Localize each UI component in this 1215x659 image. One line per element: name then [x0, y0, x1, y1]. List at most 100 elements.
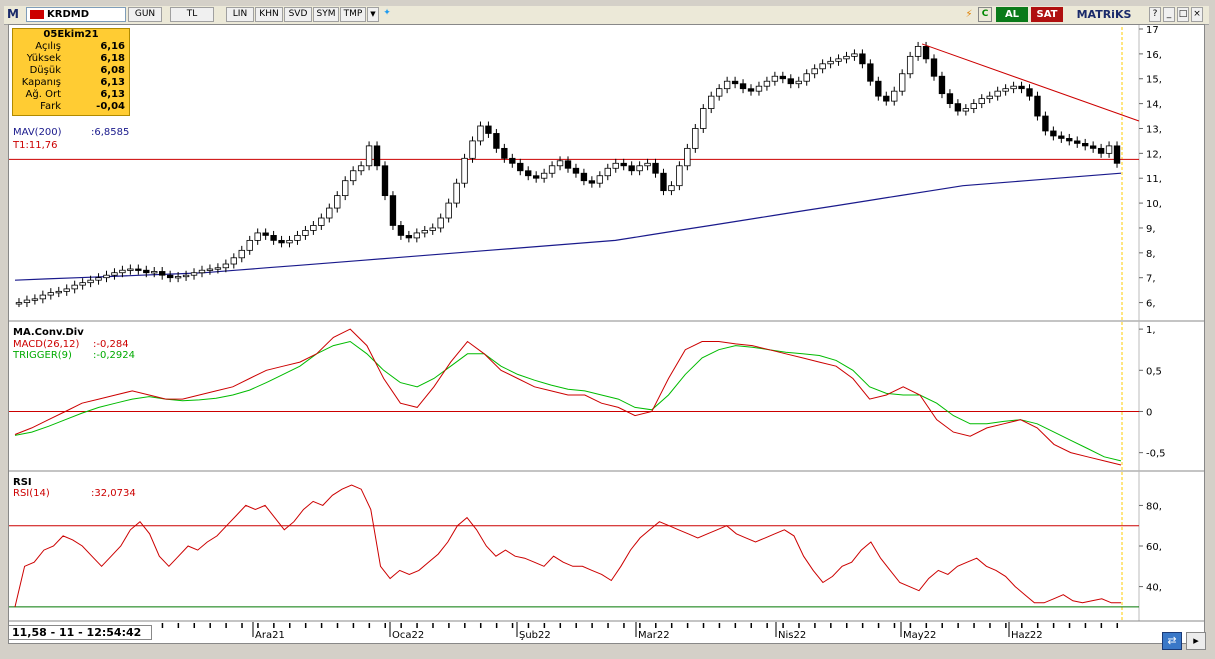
candle-body [684, 147, 691, 167]
minimize-button[interactable]: _ [1163, 7, 1175, 22]
x-tick-mark [909, 623, 912, 628]
candle-body [954, 103, 962, 112]
candle-body [883, 95, 890, 102]
candle-body [596, 175, 604, 184]
x-axis-label: Haz22 [1011, 630, 1043, 641]
x-tick-mark [225, 623, 227, 628]
x-tick-mark [686, 623, 689, 628]
candle-body [1113, 145, 1121, 164]
tmp-button[interactable]: TMP [340, 7, 366, 22]
candle-body [1066, 138, 1073, 142]
candle-body [962, 108, 970, 112]
rsi-tick-label: 80, [1146, 501, 1162, 512]
x-axis-label: May22 [903, 630, 936, 641]
candle-body [437, 217, 444, 229]
x-tick-mark [925, 623, 928, 628]
x-tick-mark [718, 623, 721, 628]
x-tick-mark [798, 623, 800, 628]
candle-body [572, 167, 580, 174]
ohlc-info-box: 05Ekim21 Açılış 6,16 Yüksek 6,18 Düşük 6,08… [12, 28, 130, 116]
candle-body [851, 53, 858, 57]
rsi-tick-label: 60, [1146, 542, 1162, 553]
candle-body [906, 55, 914, 75]
candle-body [1097, 147, 1105, 154]
x-tick-mark [989, 623, 991, 628]
candle-body [755, 85, 763, 92]
candle-body [771, 75, 779, 82]
candle-body [532, 175, 540, 179]
close-button[interactable]: × [1191, 7, 1203, 22]
x-tick-mark [241, 623, 243, 628]
candle-body [119, 269, 126, 274]
chart-svg[interactable]: 17 16, 15, 14, 13, 12, 11, 10, 9, 8, 7, 6, 1, 0,5 0 -0… [9, 25, 1204, 643]
x-tick-mark [257, 623, 259, 628]
x-tick-mark [209, 623, 211, 628]
info-row: Düşük 6,08 [13, 65, 129, 77]
candle-body [95, 277, 102, 281]
macd-tick-label: 0,5 [1146, 366, 1162, 377]
x-tick-mark [400, 623, 402, 628]
price-tick-label: 11, [1146, 174, 1162, 185]
rsi-panel: 80, 60, 40, [9, 484, 1162, 608]
svd-button[interactable]: SVD [284, 7, 312, 22]
candle-body [509, 157, 516, 164]
x-tick-mark [639, 623, 641, 628]
x-tick-mark [607, 623, 609, 628]
x-tick-mark [273, 623, 275, 628]
period-button[interactable]: GUN [128, 7, 162, 22]
info-value: 6,08 [100, 65, 125, 76]
maximize-button[interactable]: □ [1177, 7, 1189, 22]
x-tick-mark [877, 623, 880, 628]
sync-arrows-icon[interactable]: ⇄ [1162, 632, 1182, 650]
candle-body [700, 108, 707, 129]
twitter-icon[interactable]: ✦ [383, 8, 391, 18]
price-tick-label: 17 [1146, 25, 1159, 36]
dropdown-arrow-icon[interactable]: ▼ [367, 7, 379, 22]
khn-button[interactable]: KHN [255, 7, 283, 22]
candle-body [365, 145, 373, 167]
info-value: 6,16 [100, 41, 125, 52]
symbol-input[interactable]: KRDMD [26, 7, 126, 22]
candle-body [39, 294, 47, 300]
candle-body [55, 290, 62, 294]
lightning-icon[interactable]: ⚡ [965, 9, 973, 20]
help-button[interactable]: ? [1149, 7, 1161, 22]
candle-body [525, 170, 532, 177]
x-axis-label: Mar22 [638, 630, 670, 641]
info-label: Ağ. Ort [25, 89, 61, 100]
candle-body [517, 162, 524, 172]
currency-button[interactable]: TL [170, 7, 214, 22]
sell-button[interactable]: SAT [1031, 7, 1063, 22]
x-tick-mark [193, 623, 196, 628]
candle-body [946, 93, 954, 105]
info-label: Fark [40, 101, 61, 112]
brand-label: MATRiKS [1076, 8, 1132, 21]
linear-scale-button[interactable]: LIN [226, 7, 254, 22]
candle-body [723, 80, 731, 90]
candle-body [1018, 85, 1025, 90]
x-tick-mark [304, 623, 307, 628]
candle-body [429, 227, 436, 231]
sym-button[interactable]: SYM [313, 7, 339, 22]
scroll-right-icon[interactable]: ▸ [1186, 632, 1206, 650]
buy-button[interactable]: AL [996, 7, 1028, 22]
info-label: Açılış [35, 41, 61, 52]
price-tick-label: 10, [1146, 199, 1162, 210]
x-tick-mark [527, 623, 530, 628]
candle-body [23, 299, 31, 303]
candle-body [1074, 140, 1081, 144]
candle-body [867, 63, 874, 82]
chart-canvas[interactable]: 17 16, 15, 14, 13, 12, 11, 10, 9, 8, 7, 6, 1, 0,5 0 -0… [8, 24, 1205, 644]
x-tick-mark [1084, 623, 1087, 628]
candle-body [262, 232, 269, 236]
candle-body [286, 239, 293, 244]
candle-body [899, 73, 906, 92]
refresh-c-button[interactable]: C [978, 7, 992, 22]
x-tick-mark [479, 623, 482, 628]
mav-line [14, 172, 1122, 281]
candle-body [397, 225, 405, 236]
candle-body [580, 172, 588, 182]
x-tick-mark [845, 623, 848, 628]
x-tick-mark [1100, 623, 1103, 628]
candle-body [1042, 115, 1049, 132]
